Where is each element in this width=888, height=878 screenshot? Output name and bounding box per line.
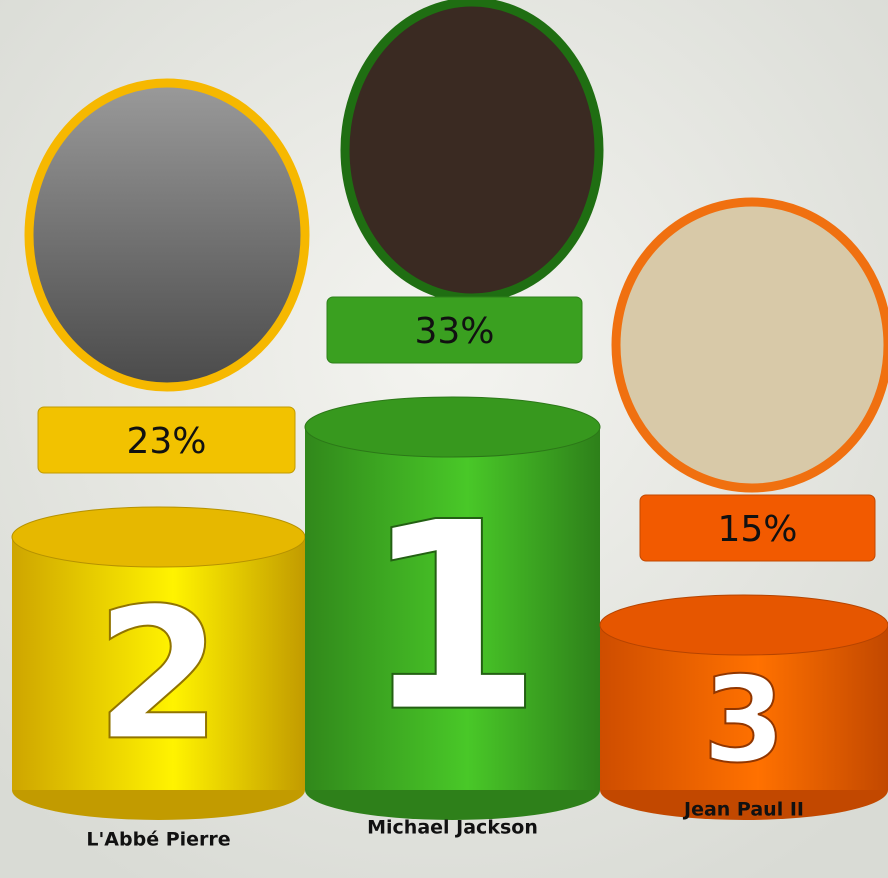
value-label: 23% [126, 421, 206, 462]
value-label: 33% [414, 311, 494, 352]
rank: 3 [703, 652, 786, 790]
value-box [37, 406, 296, 474]
name-label: L'Abbé Pierre [86, 829, 230, 851]
name-label: Jean Paul II [682, 799, 804, 821]
rank: 1 [362, 468, 543, 770]
podium-top [599, 594, 888, 656]
podium-top [11, 506, 306, 568]
podium [305, 427, 600, 790]
value-box [639, 494, 876, 562]
rank: 2 [95, 568, 222, 780]
photo [24, 78, 310, 392]
value-label: 15% [717, 509, 797, 550]
name-label: Michael Jackson [367, 817, 538, 839]
photo [611, 197, 888, 493]
photo [340, 0, 604, 303]
podium-top [304, 396, 601, 458]
value-box [326, 296, 583, 364]
podium [12, 537, 305, 790]
